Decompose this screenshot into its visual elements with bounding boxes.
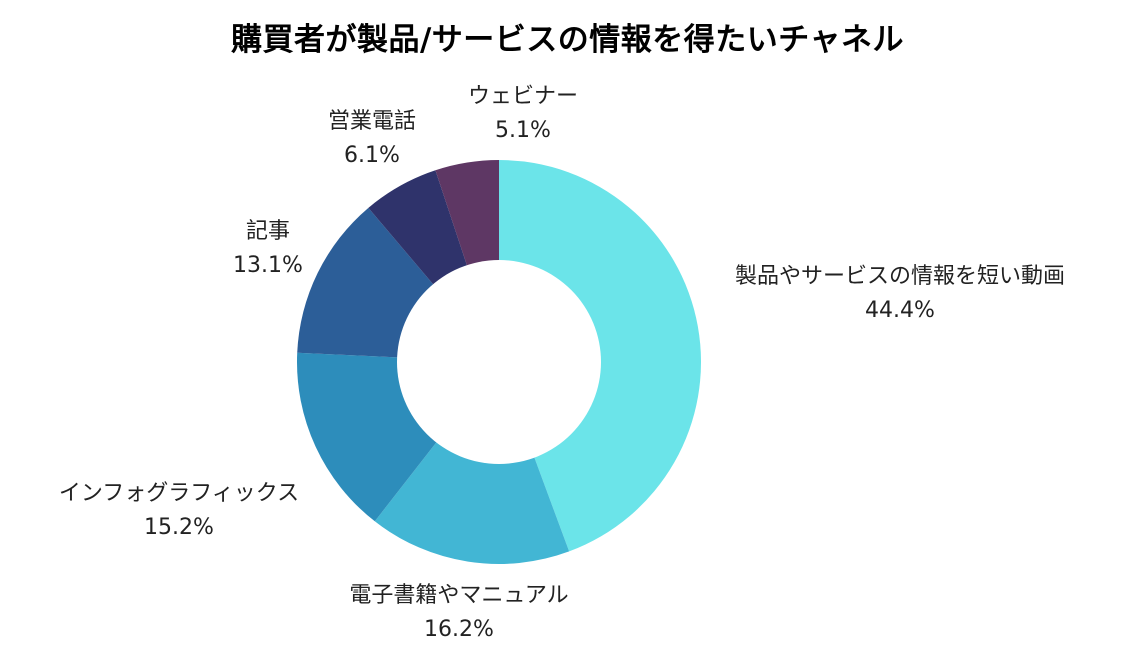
slice-label-2: インフォグラフィックス: [59, 481, 299, 506]
donut-hole: [397, 260, 601, 464]
slice-value-4: 6.1%: [344, 143, 400, 168]
slice-label-4: 営業電話: [328, 109, 416, 134]
slice-label-5: ウェビナー: [468, 84, 578, 109]
slice-value-3: 13.1%: [233, 253, 303, 278]
chart-title: 購買者が製品/サービスの情報を得たいチャネル: [230, 22, 904, 58]
slice-label-1: 電子書籍やマニュアル: [349, 583, 568, 608]
slice-label-0: 製品やサービスの情報を短い動画: [735, 264, 1065, 289]
slice-value-1: 16.2%: [424, 617, 494, 642]
slice-label-3: 記事: [246, 219, 290, 244]
slice-value-5: 5.1%: [495, 118, 551, 143]
slice-value-0: 44.4%: [865, 298, 935, 323]
slice-1: [374, 362, 570, 564]
labels-group: 製品やサービスの情報を短い動画 44.4% 電子書籍やマニュアル 16.2% インフォグ…: [59, 84, 1065, 642]
slice-value-2: 15.2%: [144, 515, 214, 540]
